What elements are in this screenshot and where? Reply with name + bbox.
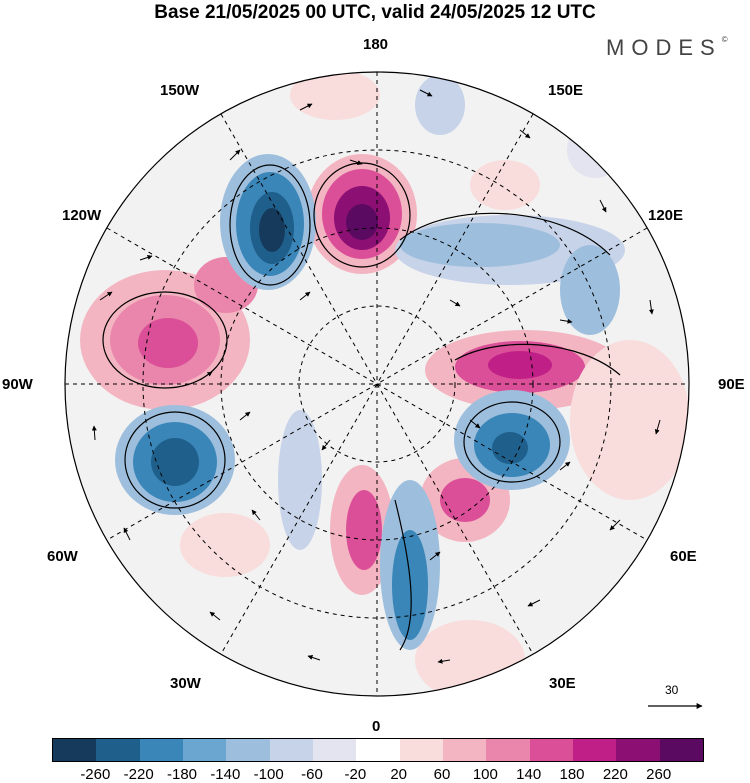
- colorbar-tick-label: 260: [646, 766, 672, 783]
- wind-vectors: [91, 89, 661, 664]
- colorbar-cell: [442, 739, 487, 761]
- colorbar-tick-label: -180: [166, 766, 198, 783]
- graticule: [65, 72, 689, 696]
- lon-label-90w: 90W: [2, 376, 33, 393]
- colorbar-cell: [53, 739, 97, 761]
- lon-label-150e: 150E: [548, 82, 584, 99]
- lon-label-150w: 150W: [160, 82, 200, 99]
- map-title: Base 21/05/2025 00 UTC, valid 24/05/2025…: [154, 2, 596, 23]
- map-border: [64, 71, 690, 697]
- lon-label-30w: 30W: [170, 675, 201, 692]
- colorbar-cell: [616, 739, 660, 761]
- lon-label-30e: 30E: [549, 675, 576, 692]
- lon-label-60e: 60E: [670, 548, 697, 565]
- colorbar-cell: [399, 739, 443, 761]
- colorbar-cell: [529, 739, 573, 761]
- geopotential-contours: [102, 162, 621, 651]
- colorbar-cell: [486, 739, 530, 761]
- colorbar-tick-label: 220: [602, 766, 628, 783]
- colorbar-tick-label: -140: [210, 766, 241, 783]
- colorbar-cell: [182, 739, 227, 761]
- map-field: [65, 72, 689, 696]
- colorbar: [52, 738, 704, 762]
- colorbar-tick-label: 140: [516, 766, 542, 783]
- colorbar-tick-label: -220: [123, 766, 154, 783]
- colorbar-cell: [96, 739, 140, 761]
- colorbar-cell: [269, 739, 313, 761]
- colorbar-tick-label: -20: [344, 766, 367, 783]
- reference-vector-label: 30: [665, 683, 679, 697]
- colorbar-tick-label: -100: [253, 766, 284, 783]
- colorbar-cell: [356, 739, 400, 761]
- lon-label-60w: 60W: [47, 548, 78, 565]
- colorbar-cell: [226, 739, 270, 761]
- colorbar-cell: [572, 739, 617, 761]
- colorbar-tick-label: 100: [472, 766, 498, 783]
- lon-label-0: 0: [372, 718, 381, 735]
- colorbar-tick-label: -260: [80, 766, 111, 783]
- colorbar-tick-label: 180: [559, 766, 585, 783]
- lon-label-120e: 120E: [648, 207, 684, 224]
- negative-anomaly-fields: [115, 75, 625, 650]
- lon-label-120w: 120W: [62, 207, 102, 224]
- colorbar-cell: [659, 739, 703, 761]
- colorbar-tick-label: -60: [301, 766, 323, 783]
- modes-logo: MODES©: [606, 35, 728, 60]
- colorbar-cell: [139, 739, 183, 761]
- colorbar-cell: [312, 739, 357, 761]
- lon-label-90e: 90E: [718, 376, 745, 393]
- colorbar-tick-label: 60: [433, 766, 451, 783]
- lon-label-180: 180: [363, 36, 389, 53]
- colorbar-tick-label: 20: [390, 766, 407, 783]
